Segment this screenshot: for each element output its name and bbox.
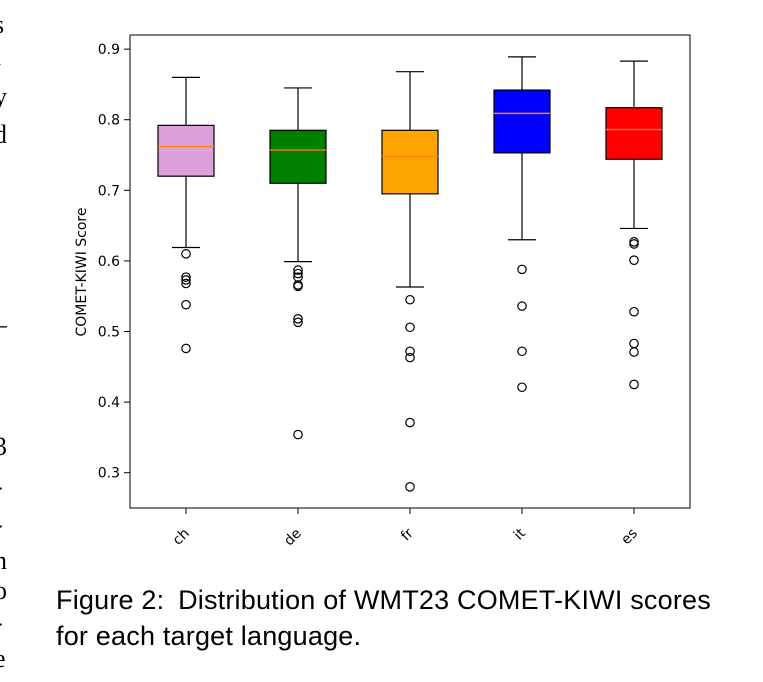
page-edge-glyph: 3 [0, 432, 7, 461]
outlier-point [181, 343, 191, 354]
y-axis-label: COMET-KIWI Score [74, 208, 90, 337]
outlier-point [181, 275, 191, 285]
outlier-point [517, 382, 527, 393]
outlier-point [293, 317, 303, 328]
outlier-point [629, 338, 639, 349]
page-edge-glyph: - [0, 512, 3, 538]
box-fr [381, 129, 439, 195]
page-edge-glyph: d [0, 120, 7, 149]
page-edge-glyph: l [0, 44, 1, 70]
outlier-point [181, 249, 191, 259]
page-edge-glyph: e [0, 646, 6, 672]
y-tick-label: 0.3 [98, 466, 120, 482]
outlier-point [181, 272, 191, 282]
outlier-point [629, 379, 639, 390]
y-tick-label: 0.5 [98, 325, 120, 341]
y-tick-label: 0.4 [98, 395, 120, 411]
outlier-point [181, 299, 191, 310]
page-edge-glyph: o [0, 576, 7, 605]
y-tick-label: 0.8 [98, 113, 120, 129]
page-edge-glyph: n [0, 546, 7, 575]
x-tick-label-de: de [281, 526, 305, 550]
outlier-point [405, 482, 415, 492]
page-edge-glyph: y [0, 82, 7, 111]
outlier-point [405, 352, 415, 363]
outlier-point [293, 272, 303, 282]
box-de [269, 129, 327, 184]
x-tick-label-it: it [511, 525, 529, 543]
x-tick-label-fr: fr [398, 525, 417, 544]
x-tick-label-es: es [618, 526, 641, 549]
box-it [493, 89, 551, 154]
outlier-point [405, 322, 415, 333]
box-plot-chart: 0.3 0.4 0.5 0.6 0.7 0.8 0.9 ch de fr it es COMET-KI… [74, 34, 691, 550]
outlier-point [517, 301, 527, 311]
outlier-point [629, 255, 639, 266]
outlier-point [517, 264, 527, 275]
outlier-point [293, 268, 303, 279]
outlier-point [517, 346, 527, 357]
figure-caption-text: Distribution of WMT23 COMET-KIWI scores … [56, 585, 711, 651]
page-edge-glyph: - [0, 474, 3, 500]
outlier-point [293, 429, 303, 440]
outlier-point [629, 239, 639, 249]
figure-caption-label: Figure 2: [56, 585, 165, 615]
box-ch [157, 124, 215, 177]
page-edge-text-fragments: slyd –. 3 - - no - e [0, 0, 22, 682]
page-edge-glyph: - [0, 610, 3, 636]
outlier-point [405, 294, 415, 305]
outlier-point [181, 278, 191, 289]
y-tick-label: 0.6 [98, 254, 120, 270]
x-tick-label-ch: ch [170, 526, 193, 549]
outlier-point [405, 417, 415, 428]
y-tick-label: 0.9 [98, 42, 120, 58]
page-edge-glyph: – [0, 312, 7, 338]
outlier-point [293, 281, 303, 292]
page-edge-glyph: s [0, 12, 4, 38]
outlier-point [629, 347, 639, 357]
box-es [605, 107, 663, 160]
outlier-point [405, 346, 415, 357]
outlier-point [293, 265, 303, 275]
page-edge-glyph: . [0, 352, 1, 378]
outlier-point [629, 306, 639, 317]
figure-caption: Figure 2: Distribution of WMT23 COMET-KI… [56, 582, 716, 654]
outlier-point [293, 313, 303, 324]
y-tick-label: 0.7 [98, 183, 120, 199]
